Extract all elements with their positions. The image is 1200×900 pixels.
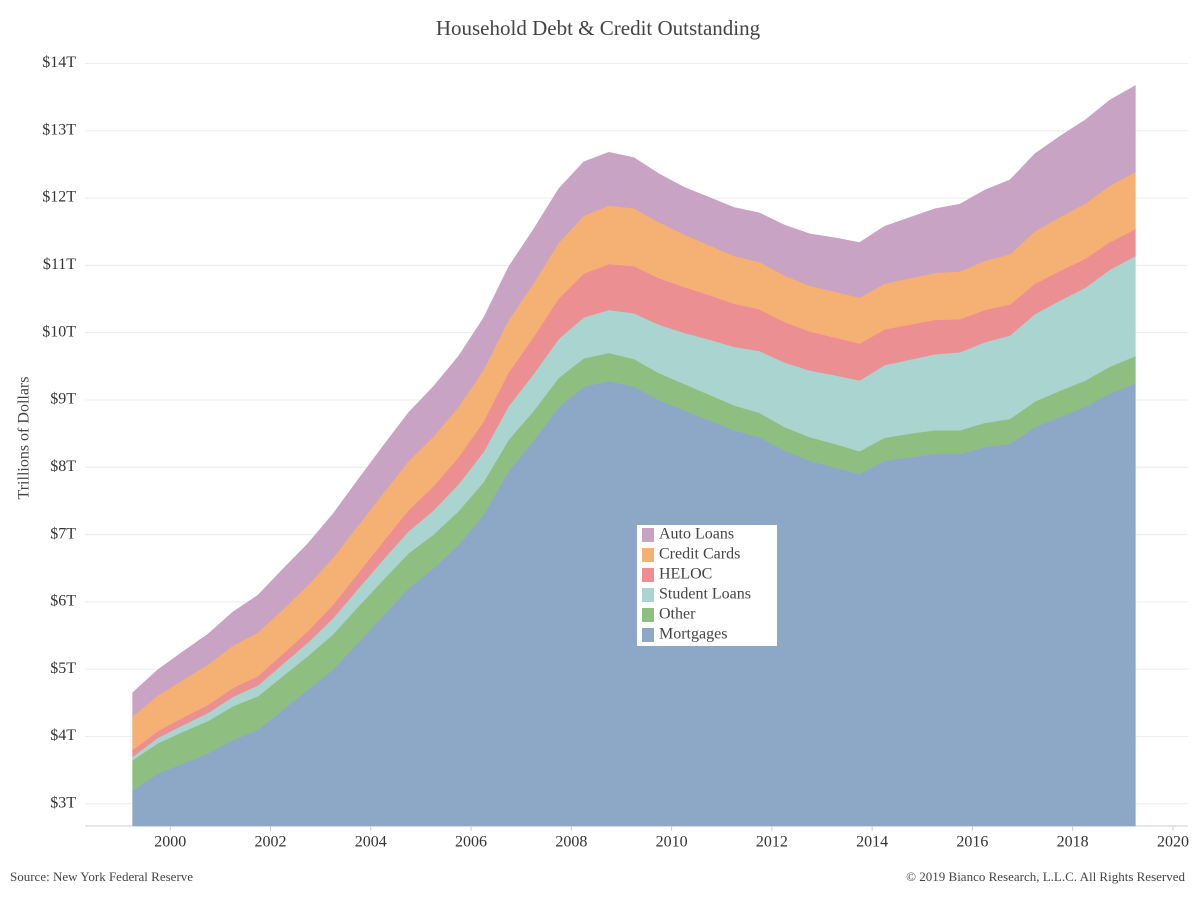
legend-swatch (642, 608, 654, 622)
x-tick-label: 2006 (455, 834, 487, 851)
y-tick-label: $11T (43, 256, 76, 273)
y-tick-label: $10T (42, 323, 76, 340)
legend-swatch (642, 568, 654, 582)
y-tick-label: $3T (50, 794, 76, 811)
y-tick-label: $8T (50, 458, 76, 475)
y-tick-label: $4T (50, 727, 76, 744)
x-tick-label: 2018 (1057, 834, 1089, 851)
legend-swatch (642, 628, 654, 642)
legend-label: Mortgages (659, 626, 727, 643)
legend-swatch (642, 588, 654, 602)
x-tick-label: 2004 (355, 834, 387, 851)
y-tick-label: $12T (42, 189, 76, 206)
source-note: Source: New York Federal Reserve (10, 869, 193, 884)
y-tick-label: $7T (50, 525, 76, 542)
copyright-note: © 2019 Bianco Research, L.L.C. All Right… (906, 869, 1185, 884)
legend-swatch (642, 528, 654, 542)
legend-label: Student Loans (659, 586, 751, 603)
x-tick-label: 2008 (555, 834, 587, 851)
y-tick-label: $13T (42, 121, 76, 138)
x-tick-label: 2014 (856, 834, 888, 851)
y-tick-label: $14T (42, 54, 76, 71)
x-tick-label: 2010 (656, 834, 688, 851)
area (132, 85, 1136, 717)
x-tick-label: 2002 (255, 834, 287, 851)
chart-title: Household Debt & Credit Outstanding (436, 16, 761, 40)
y-tick-label: $9T (50, 391, 76, 408)
legend: Auto Loans Credit Cards HELOC Student Loans… (637, 525, 777, 646)
x-tick-label: 2016 (956, 834, 988, 851)
y-tick-label: $6T (50, 593, 76, 610)
legend-swatch (642, 548, 654, 562)
legend-label: Other (659, 606, 696, 623)
legend-label: Auto Loans (659, 526, 734, 543)
legend-label: Credit Cards (659, 546, 740, 563)
legend-label: HELOC (659, 566, 712, 583)
x-tick-label: 2012 (756, 834, 788, 851)
x-tick-label: 2020 (1157, 834, 1189, 851)
y-tick-label: $5T (50, 660, 76, 677)
x-tick-label: 2000 (154, 834, 186, 851)
y-axis-label: Trillions of Dollars (16, 377, 33, 500)
legend-box (637, 525, 777, 646)
